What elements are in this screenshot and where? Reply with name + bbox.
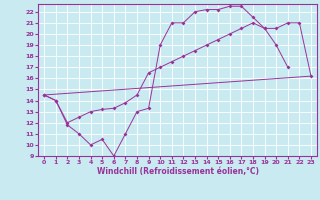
X-axis label: Windchill (Refroidissement éolien,°C): Windchill (Refroidissement éolien,°C): [97, 167, 259, 176]
